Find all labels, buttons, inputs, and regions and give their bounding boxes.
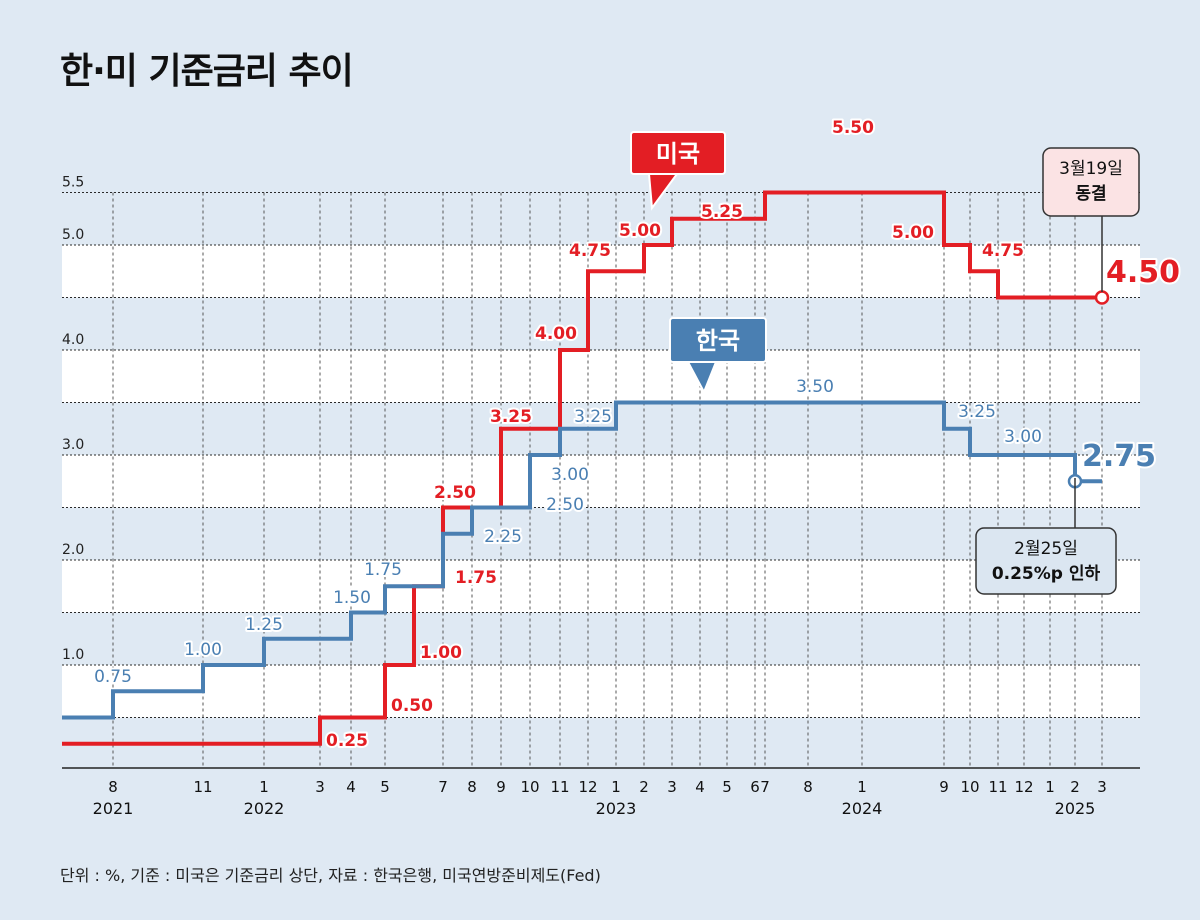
kr-data-label: 1.00: [184, 640, 222, 660]
x-tick-label: 4: [346, 778, 356, 796]
x-tick-label: 3: [667, 778, 677, 796]
us-callout-line2: 동결: [1075, 184, 1106, 204]
x-tick-label: 11: [193, 778, 212, 796]
y-tick-label: 1.0: [62, 647, 84, 663]
kr-data-label: 3.25: [958, 402, 996, 422]
x-tick-label: 5: [722, 778, 732, 796]
x-tick-label: 3: [1097, 778, 1107, 796]
us-data-label: 4.00: [535, 324, 577, 344]
grid-band: [62, 560, 1140, 613]
x-tick-label: 1: [1045, 778, 1055, 796]
us-data-label: 4.75: [982, 241, 1024, 261]
kr-callout-line1: 2월25일: [1014, 539, 1078, 559]
x-tick-label: 12: [578, 778, 597, 796]
grid-band: [62, 613, 1140, 666]
grid-band: [62, 350, 1140, 403]
x-tick-label: 8: [467, 778, 477, 796]
us-data-label: 5.25: [701, 202, 743, 222]
x-tick-label: 5: [380, 778, 390, 796]
x-tick-label: 6: [750, 778, 760, 796]
kr-data-label: 1.50: [333, 588, 371, 608]
kr-callout-line2: 0.25%p 인하: [992, 564, 1101, 584]
kr-badge-label: 한국: [696, 327, 740, 355]
x-tick-label: 1: [259, 778, 269, 796]
x-tick-label: 7: [760, 778, 770, 796]
x-year-label: 2023: [596, 799, 637, 818]
us-badge: [630, 131, 726, 175]
x-year-label: 2021: [93, 799, 134, 818]
x-tick-label: 4: [695, 778, 705, 796]
us-callout-box: [1042, 147, 1140, 217]
x-tick-label: 3: [315, 778, 325, 796]
kr-data-label: 3.50: [796, 377, 834, 397]
x-tick-label: 9: [496, 778, 506, 796]
us-data-label: 0.25: [326, 731, 368, 751]
kr-data-label: 1.25: [245, 615, 283, 635]
x-tick-label: 2: [639, 778, 649, 796]
us-data-label: 1.75: [455, 568, 497, 588]
kr-badge: [669, 317, 767, 363]
kr-data-label: 3.00: [551, 465, 589, 485]
y-tick-label: 3.0: [62, 437, 84, 453]
y-tick-label: 2.0: [62, 542, 84, 558]
y-tick-label: 5.5: [62, 175, 84, 191]
us-data-label: 5.50: [832, 118, 874, 138]
footnote: 단위 : %, 기준 : 미국은 기준금리 상단, 자료 : 한국은행, 미국연…: [60, 866, 601, 885]
kr-data-label: 1.75: [364, 560, 402, 580]
us-data-label: 2.50: [434, 483, 476, 503]
grid-band: [62, 193, 1140, 246]
us-data-label: 5.00: [892, 223, 934, 243]
kr-data-label: 3.00: [1004, 427, 1042, 447]
grid-band: [62, 455, 1140, 508]
kr-data-label: 2.50: [546, 495, 584, 515]
us-badge-label: 미국: [656, 140, 700, 168]
us-data-label: 1.00: [420, 643, 462, 663]
x-tick-label: 10: [960, 778, 979, 796]
grid-band: [62, 298, 1140, 351]
kr-callout-box: [975, 527, 1117, 595]
x-tick-label: 2: [1070, 778, 1080, 796]
x-year-label: 2022: [244, 799, 285, 818]
y-tick-label: 5.0: [62, 227, 84, 243]
x-tick-label: 12: [1014, 778, 1033, 796]
kr-data-label: 0.75: [94, 667, 132, 687]
x-tick-label: 8: [108, 778, 118, 796]
chart-title: 한·미 기준금리 추이: [60, 51, 354, 92]
us-rate-line: [62, 190, 1102, 746]
kr-data-label: 2.25: [484, 527, 522, 547]
x-tick-label: 8: [803, 778, 813, 796]
x-year-label: 2024: [842, 799, 883, 818]
y-tick-label: 4.0: [62, 332, 84, 348]
x-tick-label: 9: [939, 778, 949, 796]
x-year-label: 2025: [1055, 799, 1096, 818]
us-badge-tail: [647, 173, 679, 211]
us-data-label: 0.50: [391, 696, 433, 716]
x-tick-label: 1: [857, 778, 867, 796]
us-final-label: 4.50: [1106, 255, 1180, 290]
x-tick-label: 11: [550, 778, 569, 796]
x-tick-label: 11: [988, 778, 1007, 796]
kr-rate-line: [62, 400, 1102, 720]
us-data-label: 4.75: [569, 241, 611, 261]
us-callout-line1: 3월19일: [1059, 159, 1123, 179]
x-tick-label: 7: [438, 778, 448, 796]
x-tick-label: 10: [520, 778, 539, 796]
us-end-marker: [1094, 290, 1110, 305]
us-data-label: 3.25: [490, 407, 532, 427]
kr-data-label: 3.25: [574, 407, 612, 427]
us-data-label: 5.00: [619, 221, 661, 241]
kr-final-label: 2.75: [1082, 439, 1156, 474]
x-tick-label: 1: [611, 778, 621, 796]
grid-band: [62, 665, 1140, 718]
